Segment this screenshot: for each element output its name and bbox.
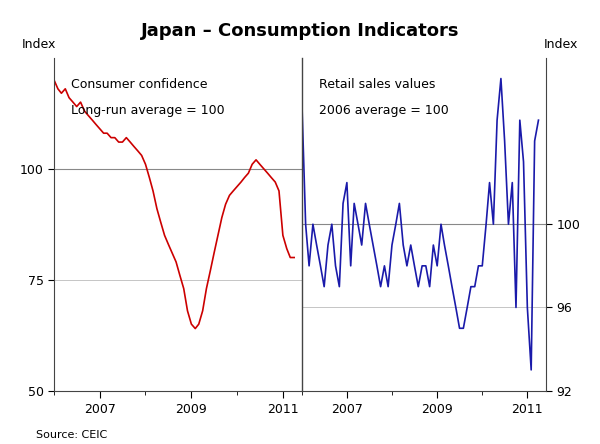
Text: Index: Index — [544, 38, 578, 51]
Text: 2006 average = 100: 2006 average = 100 — [319, 104, 449, 117]
Text: Consumer confidence: Consumer confidence — [71, 78, 208, 91]
Text: Source: CEIC: Source: CEIC — [36, 429, 107, 440]
Text: Japan – Consumption Indicators: Japan – Consumption Indicators — [141, 22, 459, 40]
Text: Long-run average = 100: Long-run average = 100 — [71, 104, 225, 117]
Text: Retail sales values: Retail sales values — [319, 78, 435, 91]
Text: Index: Index — [22, 38, 56, 51]
